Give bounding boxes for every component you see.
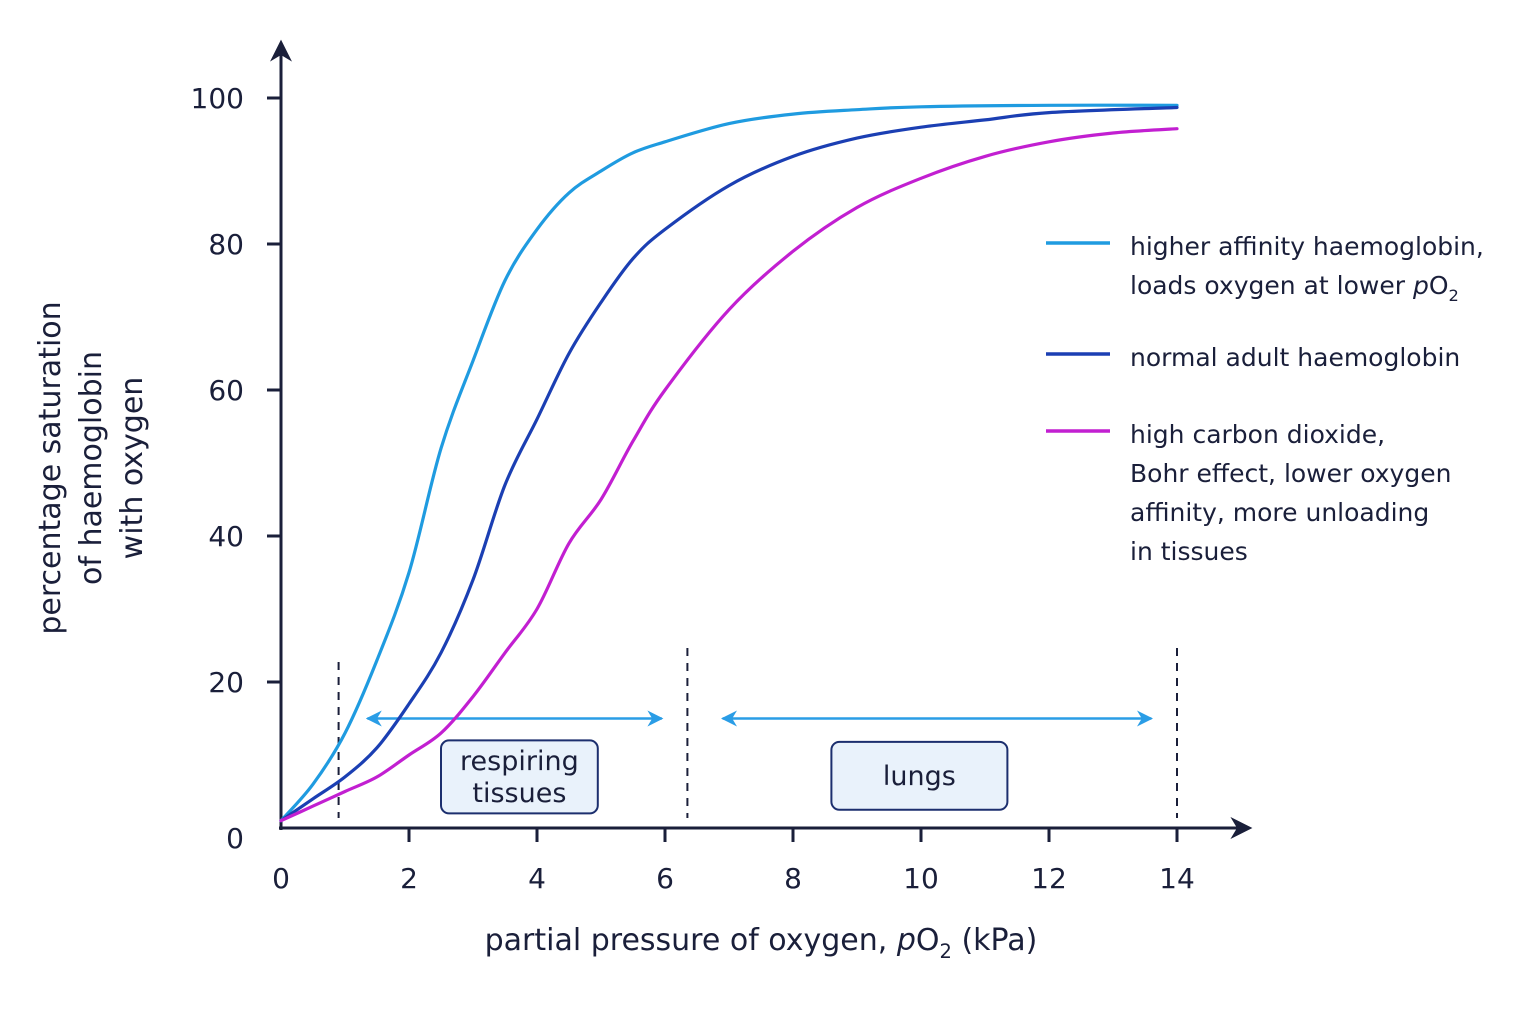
curve-higher [279,103,1179,823]
y-axis-title-line-0: percentage saturation [33,301,68,634]
curve-normal [279,105,1179,823]
legend-po2-italic: p [1412,271,1429,300]
legend-label-higher-1: loads oxygen at lower pO2 [1130,271,1459,305]
region-dashed-lines [337,648,1178,818]
y-tick-label-20: 20 [208,666,244,699]
x-axis-title: partial pressure of oxygen, pO2 (kPa) [485,923,1038,963]
x-tick-label-12: 12 [1031,862,1067,895]
region-box-lungs [830,740,1009,811]
region-label-lungs-0: lungs [883,761,956,792]
legend: higher affinity haemoglobin, loads oxygen… [1046,232,1484,566]
x-tick-label-6: 6 [656,862,674,895]
y-axis-title-line-1: of haemoglobin [74,351,109,585]
y-axis-title: percentage saturation of haemoglobin with … [33,301,150,634]
y-axis-title-line-2: with oxygen [115,377,150,560]
x-axis-title-sub: 2 [940,940,952,963]
x-tick-label-10: 10 [903,862,939,895]
ticks: 0 2 4 6 8 10 12 14 0 20 40 60 80 100 [191,82,1195,895]
legend-po2-sub: 2 [1449,286,1459,305]
x-tick-label-0: 0 [272,862,290,895]
axes [270,39,1253,839]
x-axis-title-italic: p [896,923,916,958]
legend-label-bohr-1: Bohr effect, lower oxygen [1130,459,1451,488]
y-tick-label-100: 100 [191,82,244,115]
legend-label-bohr-0: high carbon dioxide, [1130,420,1385,449]
y-tick-label-60: 60 [208,374,244,407]
legend-po2-main: O [1429,271,1449,300]
curves [279,103,1179,823]
y-tick-label-0: 0 [226,822,244,855]
x-axis-title-pre: partial pressure of oxygen, [485,923,897,958]
y-tick-label-40: 40 [208,520,244,553]
legend-label-higher-0: higher affinity haemoglobin, [1130,232,1484,261]
region-box-tissues [440,739,599,815]
x-axis-title-main: O [916,923,940,958]
legend-label-normal-0: normal adult haemoglobin [1130,343,1460,372]
x-tick-label-4: 4 [528,862,546,895]
legend-label-bohr-3: in tissues [1130,537,1248,566]
curve-bohr [279,127,1179,823]
x-tick-label-14: 14 [1159,862,1195,895]
region-label-tissues-1: tissues [472,778,566,809]
legend-label-bohr-2: affinity, more unloading [1130,498,1429,527]
legend-label-higher-1-text: loads oxygen at lower [1130,271,1413,300]
x-tick-label-8: 8 [784,862,802,895]
x-tick-label-2: 2 [400,862,418,895]
y-tick-label-80: 80 [208,228,244,261]
axis-titles: partial pressure of oxygen, pO2 (kPa)per… [33,301,1037,963]
region-label-tissues-0: respiring [460,746,579,777]
x-axis-title-post: (kPa) [952,923,1037,958]
